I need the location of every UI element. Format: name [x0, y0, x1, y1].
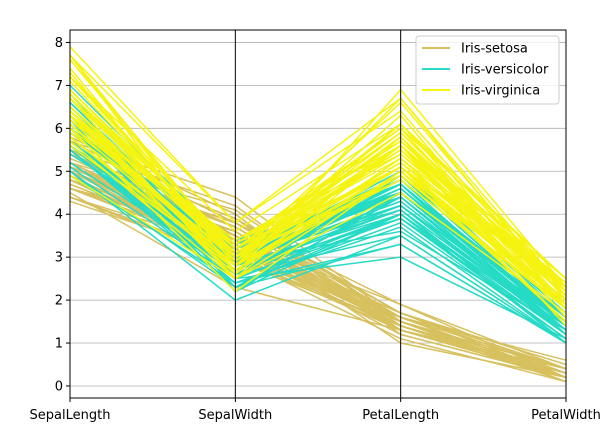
series-line: [69, 76, 567, 280]
series-line: [69, 170, 567, 344]
series-line: [69, 119, 567, 288]
legend-label: Iris-virginica: [461, 84, 540, 99]
series-line: [69, 97, 567, 280]
y-tick-label: 8: [55, 36, 63, 51]
series-iris-virginica: [69, 46, 567, 327]
series-line: [69, 106, 567, 301]
x-tick-label: SepalLength: [30, 408, 111, 423]
series-line: [69, 54, 567, 292]
legend-label: Iris-versicolor: [461, 63, 549, 78]
y-tick-label: 0: [55, 379, 63, 394]
y-tick-label: 1: [55, 337, 63, 352]
series-line: [69, 149, 567, 331]
series-line: [69, 54, 567, 301]
legend-label: Iris-setosa: [461, 42, 528, 57]
series-line: [69, 97, 567, 284]
y-tick-label: 5: [55, 165, 63, 180]
tick-labels: 0 1 2 3 4 5 6 7 8 SepalLength SepalWidth PetalLengt…: [30, 36, 601, 423]
series-line: [69, 110, 567, 293]
data-lines: [69, 46, 567, 383]
y-tick-label: 7: [55, 79, 63, 94]
series-line: [69, 174, 567, 314]
series-line: [69, 132, 567, 310]
axes: [66, 29, 567, 402]
series-line: [69, 166, 567, 340]
legend-box: [415, 35, 560, 105]
x-tick-label: PetalWidth: [531, 408, 601, 423]
x-tick-label: SepalWidth: [198, 408, 272, 423]
series-line: [69, 149, 567, 344]
y-tick-label: 4: [55, 208, 63, 223]
x-tick-label: PetalLength: [362, 408, 439, 423]
y-tick-label: 3: [55, 251, 63, 266]
series-line: [69, 127, 567, 323]
series-line: [69, 136, 567, 305]
y-tick-label: 2: [55, 294, 63, 309]
y-tick-label: 6: [55, 122, 63, 137]
legend: Iris-setosa Iris-versicolor Iris-virginica: [415, 35, 560, 105]
